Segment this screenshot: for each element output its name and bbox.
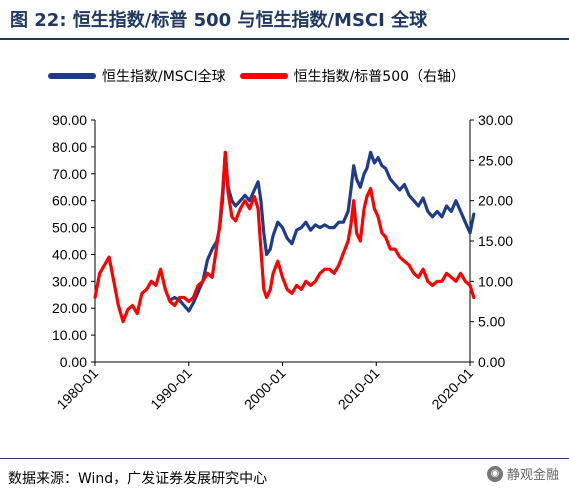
series-line-hsi-msci [168, 150, 476, 313]
figure-title: 图 22: 恒生指数/标普 500 与恒生指数/MSCI 全球 [10, 10, 428, 31]
x-tick-label: 2010-01 [335, 365, 383, 413]
y-right-tick-label: 15.00 [478, 233, 513, 249]
source-note: 数据来源：Wind，广发证券发展研究中心 [8, 471, 268, 487]
y-right-tick-label: 10.00 [478, 273, 513, 289]
y-left-tick-label: 20.00 [52, 300, 87, 316]
y-left-tick-label: 90.00 [52, 112, 87, 128]
series-line-hsi-spx [93, 150, 476, 324]
watermark-text: 静观金融 [506, 468, 559, 483]
y-left-tick-label: 70.00 [52, 166, 87, 182]
y-left-tick-label: 50.00 [52, 220, 87, 236]
x-tick-label: 2000-01 [241, 365, 289, 413]
legend-swatch-hsi-msci [48, 73, 96, 79]
x-tick-label: 1990-01 [147, 365, 195, 413]
y-left-tick-label: 40.00 [52, 246, 87, 262]
y-right-tick-label: 25.00 [478, 152, 513, 168]
y-right-tick-label: 5.00 [478, 314, 505, 330]
wechat-icon: ◉ [486, 465, 503, 482]
legend-item-hsi-spx: 恒生指数/标普500（右轴） [239, 66, 466, 86]
y-right-tick-label: 30.00 [478, 112, 513, 128]
y-right-tick-label: 0.00 [478, 354, 505, 370]
y-left-tick-label: 60.00 [52, 193, 87, 209]
legend-label-hsi-spx: 恒生指数/标普500（右轴） [293, 69, 466, 85]
title-divider [0, 38, 569, 40]
y-left-tick-label: 30.00 [52, 273, 87, 289]
legend-swatch-hsi-spx [239, 73, 288, 79]
chart-legend: 恒生指数/MSCI全球 恒生指数/标普500（右轴） [48, 66, 479, 86]
y-left-tick-label: 10.00 [52, 327, 87, 343]
x-tick-label: 1980-01 [53, 365, 101, 413]
x-tick-label: 2020-01 [428, 365, 476, 413]
y-right-tick-label: 20.00 [478, 193, 513, 209]
y-left-tick-label: 80.00 [52, 139, 87, 155]
watermark: ◉ 静观金融 [486, 464, 559, 483]
source-divider [0, 458, 569, 459]
legend-item-hsi-msci: 恒生指数/MSCI全球 [48, 66, 226, 86]
y-left-tick-label: 0.00 [60, 354, 87, 370]
legend-label-hsi-msci: 恒生指数/MSCI全球 [102, 69, 226, 85]
